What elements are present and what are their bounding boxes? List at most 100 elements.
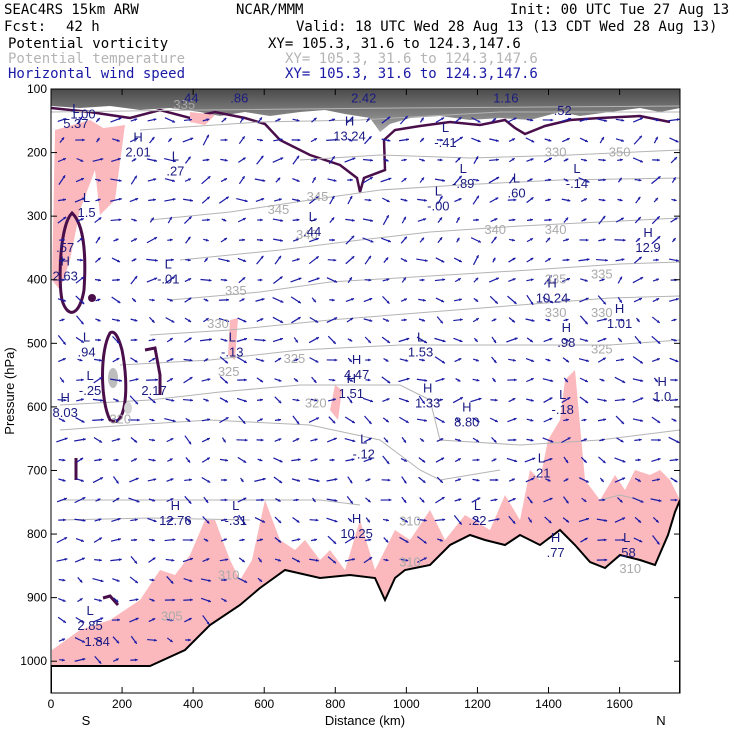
- wind-arrow-head: [366, 117, 370, 121]
- wind-arrow-head: [188, 638, 191, 642]
- wind-arrow-head: [133, 158, 137, 162]
- wind-arrow-head: [530, 278, 534, 282]
- extremum-value: .22: [468, 513, 486, 528]
- wind-arrow-head: [63, 216, 67, 220]
- wind-arrow-head: [584, 279, 588, 282]
- x-tick-label: 1400: [535, 697, 562, 711]
- wind-arrow-head: [351, 536, 355, 540]
- wind-arrow-head: [134, 338, 138, 342]
- wind-arrow-head: [116, 498, 120, 501]
- wind-arrow-head: [476, 419, 480, 423]
- wind-arrow-head: [674, 157, 677, 160]
- isentropes: [51, 105, 680, 521]
- isentrope-label: 325: [284, 351, 306, 366]
- wind-arrow-head: [675, 378, 678, 382]
- wind-arrow-head: [459, 397, 463, 400]
- wind-arrow-head: [152, 438, 156, 442]
- wind-arrow-head: [422, 459, 426, 463]
- wind-arrow-head: [476, 378, 480, 382]
- wind-arrow-head: [117, 157, 121, 161]
- wind-arrow-head: [423, 218, 427, 221]
- wind-arrow-head: [297, 198, 300, 202]
- wind-arrow-head: [422, 318, 426, 322]
- isentrope-label: 325: [218, 364, 240, 379]
- wind-arrow-head: [531, 477, 535, 481]
- wind-arrow-head: [190, 137, 194, 141]
- wind-arrow-head: [619, 499, 623, 503]
- extremum-marker: H: [61, 390, 70, 405]
- wind-arrow-head: [278, 358, 282, 361]
- wind-arrow-head: [657, 420, 661, 423]
- y-tick-label: 800: [27, 527, 47, 541]
- wind-arrow-head: [243, 497, 247, 501]
- wind-arrow-head: [405, 359, 409, 362]
- y-axis-title: Pressure (hPa): [2, 347, 17, 434]
- wind-arrow-head: [529, 178, 533, 182]
- wind-arrow-head: [639, 159, 643, 163]
- wind-arrow-head: [244, 378, 247, 382]
- legend-theta-name: Potential temperature: [8, 51, 186, 67]
- wind-arrow-head: [259, 578, 263, 582]
- wind-arrow-head: [565, 318, 569, 322]
- wind-arrow-head: [169, 298, 173, 302]
- wind-arrow-head: [80, 159, 84, 162]
- wind-arrow-head: [352, 558, 356, 561]
- wind-arrow-head: [258, 559, 262, 563]
- wind-arrow-head: [223, 218, 227, 222]
- wind-arrow-head: [477, 139, 481, 143]
- legend-wind-xy: XY= 105.3, 31.6 to 124.3,147.6: [285, 66, 538, 82]
- wind-arrow-head: [424, 418, 427, 422]
- wind-arrow-head: [512, 358, 516, 362]
- wind-arrow-head: [100, 579, 104, 583]
- wind-arrow-head: [134, 276, 138, 280]
- wind-arrow-head: [493, 340, 497, 344]
- wind-arrow-head: [62, 419, 66, 422]
- extremum-marker: H: [61, 253, 70, 268]
- extremum-marker: L: [513, 171, 520, 186]
- wind-arrow-head: [170, 618, 174, 622]
- wind-arrow-head: [241, 298, 245, 302]
- wind-arrow-head: [404, 198, 408, 202]
- wind-arrow-head: [187, 236, 191, 240]
- wind-arrow-head: [548, 157, 552, 161]
- wind-arrow-head: [297, 138, 301, 142]
- wind-arrow-head: [367, 378, 371, 382]
- wind-arrow-head: [296, 155, 300, 159]
- wind-arrow-head: [565, 359, 569, 363]
- wind-arrow-head: [619, 276, 622, 280]
- wind-arrow-head: [260, 238, 264, 242]
- extremum-value: -.00: [427, 198, 449, 213]
- wind-arrow-head: [170, 438, 174, 441]
- wind-arrow-head: [511, 158, 515, 161]
- wind-arrow-head: [529, 500, 533, 504]
- wind-arrow-head: [368, 136, 372, 140]
- wind-arrow-head: [64, 557, 68, 561]
- wind-arrow-head: [133, 458, 137, 462]
- wind-arrow-head: [331, 298, 335, 302]
- wind-arrow-head: [280, 320, 284, 323]
- wind-arrow-head: [421, 278, 425, 282]
- wind-arrow-head: [315, 558, 319, 562]
- wind-arrow-head: [622, 477, 626, 481]
- wind-arrow-head: [386, 318, 390, 322]
- wind-arrow-head: [207, 599, 211, 603]
- wind-arrow-head: [440, 320, 443, 324]
- wind-arrow-head: [170, 478, 174, 481]
- extremum-value: .98: [557, 335, 575, 350]
- wind-arrow-head: [586, 258, 590, 262]
- extremum-value: 1.51: [339, 386, 364, 401]
- wind-arrow-head: [476, 478, 480, 482]
- wind-arrow-head: [313, 379, 317, 383]
- extremum-value: .94: [77, 345, 95, 360]
- wind-arrow-head: [585, 118, 589, 121]
- wind-arrow-head: [206, 134, 209, 138]
- wind-arrow-head: [261, 498, 264, 502]
- wind-arrow-head: [405, 420, 409, 423]
- extremum-value: -.31: [225, 513, 247, 528]
- wind-arrow-head: [62, 620, 66, 623]
- wind-arrow-head: [118, 538, 121, 541]
- wind-arrow-head: [476, 178, 480, 182]
- extremum-value: 1.01: [607, 316, 632, 331]
- wind-arrow-head: [565, 500, 569, 504]
- wind-arrow-head: [98, 598, 102, 602]
